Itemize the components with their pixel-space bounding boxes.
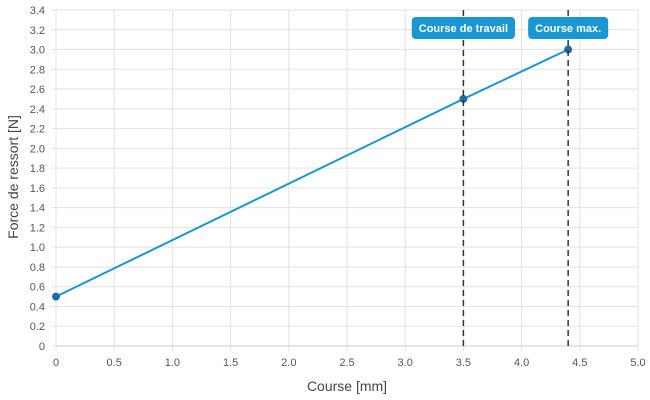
x-axis: 0 0.5 1.0 1.5 2.0 2.5 3.0 3.5 4.0 4.5 5.0	[53, 345, 646, 369]
y-tick-label: 0.4	[30, 301, 45, 313]
data-point[interactable]	[52, 292, 60, 301]
y-tick-label: 3.2	[30, 25, 45, 37]
annotation-label: Course de travail	[411, 17, 516, 39]
y-tick-label: 1.8	[30, 163, 45, 175]
y-tick-label: 0.8	[30, 262, 45, 274]
y-tick-label: 1.4	[30, 203, 45, 215]
grid-lines	[51, 9, 639, 351]
y-tick-label: 0.6	[30, 282, 45, 294]
annotation-label-text: Course max.	[535, 23, 601, 35]
x-tick-label: 3.0	[398, 357, 413, 369]
y-tick-label: 2.8	[30, 64, 45, 76]
x-tick-label: 5.0	[630, 357, 645, 369]
y-tick-label: 1.2	[30, 222, 45, 234]
x-tick-label: 4.5	[572, 357, 587, 369]
x-tick-label: 0	[53, 357, 59, 369]
y-axis-title: Force de ressort [N]	[5, 115, 21, 239]
data-point[interactable]	[459, 94, 468, 103]
y-tick-label: 0	[39, 341, 45, 353]
series-layer	[52, 45, 573, 301]
x-tick-label: 4.0	[514, 357, 529, 369]
y-tick-label: 2.6	[30, 84, 45, 96]
x-tick-label: 0.5	[107, 357, 122, 369]
annotations-layer: Course de travail Course max.	[411, 10, 609, 346]
annotation-label: Course max.	[528, 17, 609, 39]
y-tick-label: 2.4	[30, 104, 45, 116]
annotation-label-text: Course de travail	[419, 23, 508, 35]
y-tick-label: 1.6	[30, 183, 45, 195]
y-tick-label: 2.0	[30, 143, 45, 155]
y-axis: 0 0.2 0.4 0.6 0.8 1.0 1.2 1.4 1.6 1.8 2.0 2.2 2.4 2.6…	[30, 5, 45, 353]
series-line	[55, 48, 569, 298]
data-point[interactable]	[564, 45, 573, 54]
x-tick-label: 2.5	[339, 357, 354, 369]
annotation-label-box	[528, 17, 609, 39]
x-tick-label: 3.5	[456, 357, 471, 369]
annotation-label-box	[411, 17, 516, 39]
y-tick-label: 3.4	[30, 5, 45, 17]
y-tick-label: 3.0	[30, 45, 45, 57]
y-tick-label: 2.2	[30, 124, 45, 136]
x-tick-label: 1.5	[223, 357, 238, 369]
y-tick-label: 0.2	[30, 321, 45, 333]
x-axis-title: Course [mm]	[307, 378, 387, 394]
x-tick-label: 1.0	[165, 357, 180, 369]
y-tick-label: 1.0	[30, 242, 45, 254]
x-tick-label: 2.0	[281, 357, 296, 369]
